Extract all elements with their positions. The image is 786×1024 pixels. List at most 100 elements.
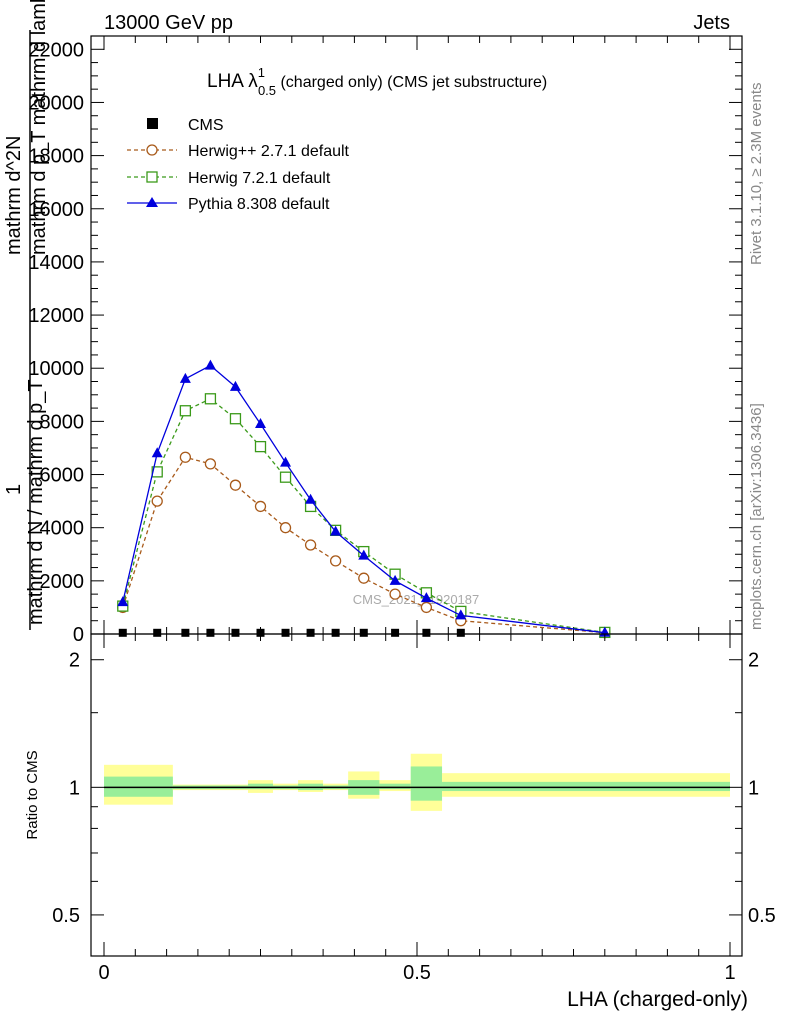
herwigpp-point	[420, 601, 433, 614]
herwig7-point	[279, 471, 292, 483]
pythia-point	[151, 447, 163, 458]
ratio-panel: 0.5 0.5 1 1 2 2 Ratio to CMS	[24, 633, 776, 957]
legend-herwig7-marker	[146, 171, 158, 183]
main-xticks	[103, 36, 731, 634]
ylabel-top: 1	[3, 484, 25, 495]
watermark: CMS_2021_I1920187	[353, 592, 480, 607]
ratio-xticks	[103, 634, 731, 956]
title-sup: 1	[258, 65, 265, 80]
cms-data-point	[331, 628, 340, 637]
legend: CMS Herwig++ 2.7.1 default Herwig 7.2.1 …	[127, 117, 350, 213]
cms-data-point	[256, 628, 265, 637]
cms-data-point	[153, 628, 162, 637]
y-tick-label: 6000	[40, 465, 85, 487]
xtick-labels: 0 0.5 1	[98, 962, 735, 984]
legend-herwig7-label: Herwig 7.2.1 default	[188, 170, 331, 187]
herwig7-point	[254, 440, 267, 453]
ratio-ylabel: Ratio to CMS	[24, 750, 41, 839]
herwigpp-point	[329, 555, 342, 567]
chart-title: LHA λ1 0.5 (charged only) (CMS jet substr…	[207, 65, 547, 98]
cms-data-point	[422, 628, 431, 637]
pythia-point	[389, 574, 401, 585]
herwigpp-point	[254, 500, 267, 513]
y-tick-label: 4000	[40, 518, 85, 540]
main-yticks: 0 2000 4000 6000 8000 10000 12000 14000 16000 180…	[28, 35, 742, 646]
ylabel-mid: mathrm d p_T mathrm d lambda	[28, 0, 50, 255]
xlabel: LHA (charged-only)	[567, 988, 748, 1011]
herwigpp-point	[151, 495, 163, 507]
cms-data-point	[359, 628, 368, 637]
x-tick-label: 0.5	[403, 962, 431, 984]
y-tick-label: 12000	[28, 305, 84, 327]
ratio-band-inner	[442, 781, 730, 792]
legend-herwigpp-marker	[146, 144, 158, 156]
ratio-yticks: 0.5 0.5 1 1 2 2	[52, 650, 776, 927]
y-tick-label: 18000	[28, 146, 84, 168]
ratio-bands	[104, 753, 730, 811]
ratio-y-tick-label-right: 0.5	[748, 905, 776, 927]
x-tick-label: 1	[724, 962, 735, 984]
herwigpp-point	[179, 451, 192, 463]
cms-data-point	[118, 628, 127, 637]
series-line-3	[122, 364, 605, 634]
ratio-y-tick-label: 2	[69, 650, 80, 672]
ratio-y-tick-label: 0.5	[52, 905, 80, 927]
herwigpp-point	[229, 479, 242, 491]
pythia-point	[204, 359, 216, 370]
pythia-point	[117, 596, 129, 607]
cms-data-point	[306, 628, 315, 637]
ratio-y-tick-label-right: 1	[748, 777, 759, 799]
header-left: 13000 GeV pp	[104, 12, 233, 34]
cms-data-point	[206, 628, 215, 637]
ylabel-numerator: mathrm d^2N	[3, 136, 25, 255]
legend-pythia-label: Pythia 8.308 default	[188, 196, 330, 213]
pythia-point	[255, 418, 266, 429]
ratio-band-inner	[379, 783, 411, 790]
pythia-point	[455, 609, 467, 620]
ratio-y-tick-label-right: 2	[748, 650, 759, 672]
pythia-point	[305, 493, 317, 504]
cms-data-point	[456, 628, 465, 637]
ratio-band-inner	[247, 783, 274, 790]
y-tick-label: 8000	[40, 411, 85, 433]
y-tick-label: 10000	[28, 358, 84, 380]
y-tick-label: 22000	[28, 39, 84, 61]
herwig7-point	[151, 466, 163, 478]
pythia-point	[229, 380, 241, 391]
main-panel: 0 2000 4000 6000 8000 10000 12000 14000 16000 180…	[28, 35, 743, 646]
ratio-band-inner	[410, 766, 443, 801]
legend-herwigpp-label: Herwig++ 2.7.1 default	[188, 143, 350, 160]
herwigpp-point	[304, 539, 317, 551]
herwigpp-point	[279, 522, 292, 534]
y-tick-label: 16000	[28, 199, 84, 221]
title-rest: (charged only) (CMS jet substructure)	[276, 74, 547, 91]
pythia-point	[280, 456, 292, 467]
herwigpp-point	[358, 572, 370, 584]
herwigpp-point	[389, 588, 401, 600]
pythia-point	[420, 592, 432, 603]
header-right: Jets	[693, 12, 730, 34]
y-tick-label: 2000	[40, 571, 85, 593]
pythia-point	[179, 372, 191, 383]
legend-cms-marker	[147, 118, 158, 129]
y-tick-label: 20000	[28, 92, 84, 114]
herwig7-point	[229, 413, 242, 425]
cms-data-point	[391, 628, 400, 637]
pythia-point	[358, 549, 370, 560]
cms-data-point	[231, 628, 240, 637]
herwigpp-point	[204, 458, 217, 470]
title-main: LHA λ	[207, 71, 258, 92]
series-layer	[117, 359, 611, 639]
y-tick-label: 14000	[28, 252, 84, 274]
title-sub: 0.5	[258, 83, 276, 98]
ylabel-main: mathrm d N / mathrm d p_T	[25, 379, 47, 625]
legend-pythia-marker	[146, 197, 158, 207]
herwig7-point	[179, 405, 192, 417]
cms-data-point	[281, 628, 290, 637]
pythia-point	[330, 525, 342, 536]
ratio-y-tick-label: 1	[69, 777, 80, 799]
herwig7-point	[204, 393, 217, 405]
x-tick-label: 0	[98, 962, 109, 984]
rivet-label: Rivet 3.1.10, ≥ 2.3M events	[748, 83, 765, 266]
